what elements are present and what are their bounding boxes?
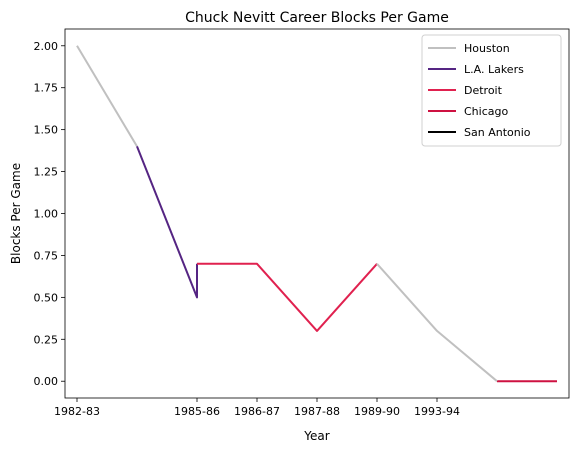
series-line-detroit bbox=[197, 262, 378, 332]
y-tick-label: 0.75 bbox=[34, 249, 59, 262]
series-line-houston-segment bbox=[376, 263, 498, 382]
x-axis: 1982-83 1985-86 1986-87 1987-88 1989-90 1993-… bbox=[54, 398, 460, 418]
x-tick-label: 1993-94 bbox=[414, 405, 460, 418]
chart-title: Chuck Nevitt Career Blocks Per Game bbox=[185, 10, 449, 26]
y-tick-label: 1.75 bbox=[34, 82, 59, 95]
x-tick-label: 1985-86 bbox=[174, 405, 220, 418]
legend-label-houston: Houston bbox=[464, 42, 510, 55]
y-tick-label: 0.50 bbox=[34, 291, 59, 304]
series-line-l-a-lakers bbox=[136, 146, 198, 299]
y-axis-label: Blocks Per Game bbox=[9, 163, 23, 264]
x-tick-label: 1986-87 bbox=[234, 405, 280, 418]
y-tick-label: 1.50 bbox=[34, 124, 59, 137]
series-line-houston bbox=[76, 45, 138, 147]
y-tick-label: 0.25 bbox=[34, 333, 59, 346]
series-lines bbox=[76, 45, 557, 383]
y-tick-label: 1.00 bbox=[34, 208, 59, 221]
x-axis-label: Year bbox=[303, 429, 329, 443]
legend-label-chicago: Chicago bbox=[464, 105, 508, 118]
y-tick-label: 2.00 bbox=[34, 40, 59, 53]
y-tick-label: 0.00 bbox=[34, 375, 59, 388]
legend: Houston L.A. Lakers Detroit Chicago San Anto… bbox=[421, 34, 562, 147]
x-tick-label: 1989-90 bbox=[354, 405, 400, 418]
y-tick-label: 1.25 bbox=[34, 166, 59, 179]
x-tick-label: 1982-83 bbox=[54, 405, 100, 418]
legend-label-l-a-lakers: L.A. Lakers bbox=[464, 63, 524, 76]
x-tick-label: 1987-88 bbox=[294, 405, 340, 418]
legend-label-san-antonio: San Antonio bbox=[464, 126, 531, 139]
legend-label-detroit: Detroit bbox=[464, 84, 503, 97]
legend-box bbox=[421, 34, 562, 147]
y-axis: 0.00 0.25 0.50 0.75 1.00 1.25 1.50 1.75 2.00 bbox=[34, 40, 65, 388]
